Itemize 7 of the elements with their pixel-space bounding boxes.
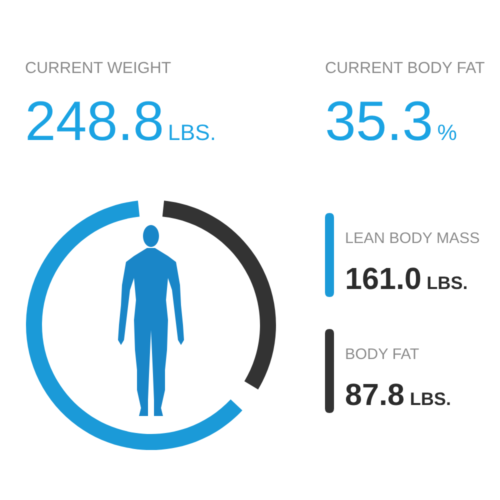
legend-label: BODY FAT — [346, 348, 419, 360]
text: CURRENT BODY FAT — [326, 62, 484, 74]
legend-label: LEAN BODY MASS — [346, 232, 480, 244]
data-label: 161.0 LBS. — [346, 268, 467, 290]
text: 35.3% — [327, 101, 456, 141]
text: CURRENT WEIGHT — [26, 62, 171, 74]
data-label: 87.8 LBS. — [346, 384, 450, 406]
